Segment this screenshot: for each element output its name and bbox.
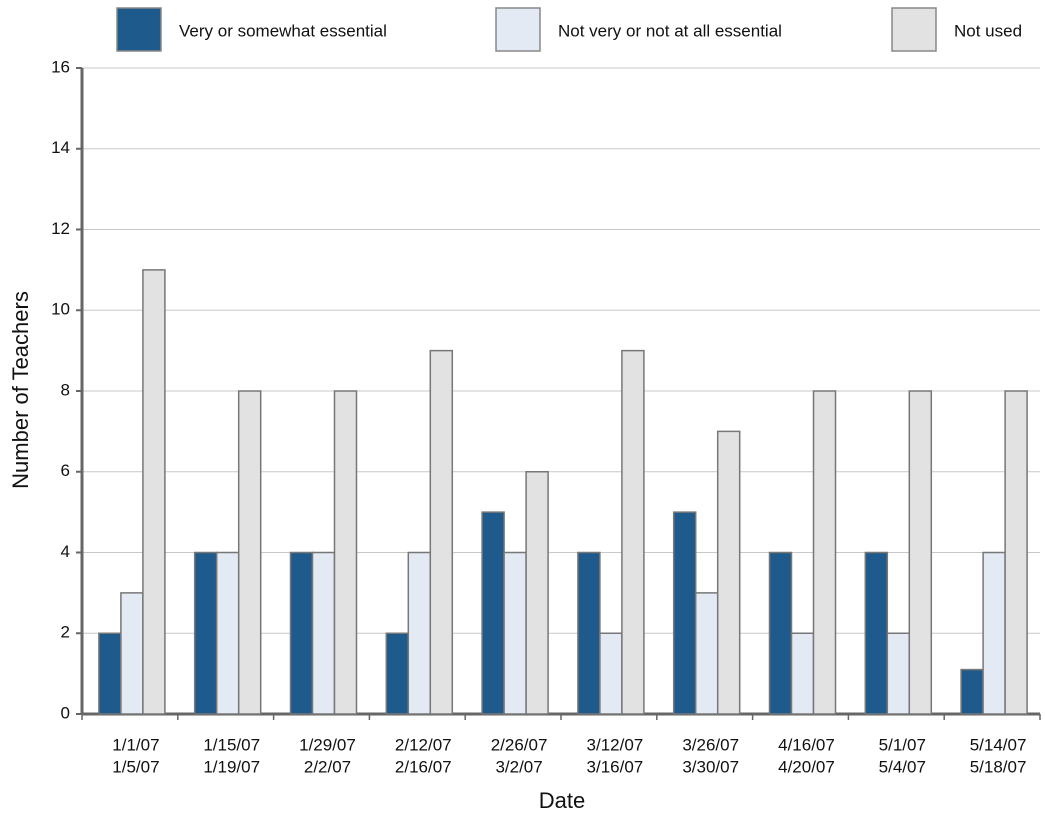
x-tick-label: 1/29/07 [299, 735, 356, 754]
bar [716, 430, 741, 715]
legend-label: Not used [954, 21, 1022, 40]
bar [812, 390, 837, 715]
y-tick-label: 14 [51, 138, 70, 157]
x-tick-label: 1/19/07 [203, 757, 260, 776]
legend-swatch [495, 7, 541, 52]
x-tick-label: 3/2/07 [495, 757, 542, 776]
bar [525, 471, 549, 715]
bar [237, 390, 262, 715]
x-tick-label: 3/16/07 [587, 757, 644, 776]
y-tick-label: 8 [61, 380, 70, 399]
legend-swatch [891, 7, 937, 52]
x-tick-label: 3/12/07 [587, 735, 644, 754]
y-tick-label: 16 [51, 57, 70, 76]
x-tick-label: 5/1/07 [879, 735, 926, 754]
bar [120, 592, 144, 715]
bar [886, 632, 911, 715]
bar [672, 511, 697, 715]
bar [694, 592, 719, 715]
x-tick-label: 1/15/07 [203, 735, 260, 754]
bar [621, 349, 645, 715]
legend-label: Very or somewhat essential [179, 21, 387, 40]
x-tick-label: 2/2/07 [304, 757, 351, 776]
y-tick-label: 4 [61, 542, 70, 561]
bar [982, 551, 1006, 715]
bar [142, 269, 166, 715]
bar [1004, 390, 1028, 715]
x-tick-label: 5/14/07 [970, 735, 1027, 754]
bar [503, 551, 527, 715]
y-axis-title: Number of Teachers [8, 291, 33, 489]
bar [768, 551, 793, 715]
bar [790, 632, 815, 715]
x-tick-label: 3/30/07 [682, 757, 739, 776]
bar [333, 390, 358, 715]
legend-swatch [116, 7, 162, 52]
bar [864, 551, 889, 715]
x-tick-label: 4/16/07 [778, 735, 835, 754]
x-tick-label: 1/1/07 [112, 735, 159, 754]
bar [385, 632, 410, 715]
x-tick-label: 4/20/07 [778, 757, 835, 776]
x-tick-label: 3/26/07 [682, 735, 739, 754]
bar [577, 551, 601, 715]
bar [599, 632, 623, 715]
bar [429, 349, 454, 715]
bar [908, 390, 933, 715]
bar [193, 551, 218, 715]
y-tick-label: 6 [61, 461, 70, 480]
bar [98, 632, 122, 715]
x-tick-label: 1/5/07 [112, 757, 159, 776]
x-tick-label: 2/16/07 [395, 757, 452, 776]
bar [215, 551, 240, 715]
x-tick-label: 2/12/07 [395, 735, 452, 754]
y-tick-label: 0 [61, 703, 70, 722]
bar [481, 511, 505, 715]
legend-label: Not very or not at all essential [558, 21, 782, 40]
bar [960, 668, 984, 715]
y-tick-label: 10 [51, 300, 70, 319]
bar [289, 551, 314, 715]
y-tick-label: 2 [61, 623, 70, 642]
bar [311, 551, 336, 715]
x-axis-title: Date [539, 788, 585, 813]
x-tick-label: 2/26/07 [491, 735, 548, 754]
x-tick-label: 5/18/07 [970, 757, 1027, 776]
y-tick-label: 12 [51, 219, 70, 238]
bar [407, 551, 432, 715]
x-tick-label: 5/4/07 [879, 757, 926, 776]
